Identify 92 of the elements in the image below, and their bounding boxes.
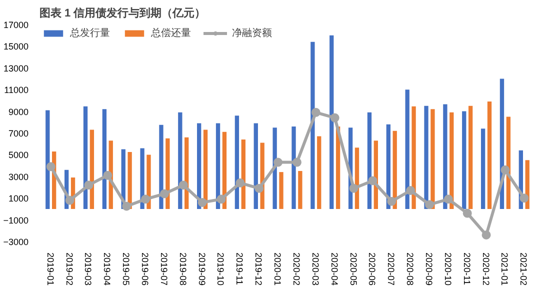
point <box>141 194 150 204</box>
point <box>236 178 245 188</box>
point <box>274 158 283 167</box>
y-tick-label: 1000 <box>8 194 29 204</box>
y-tick-label: 17000 <box>3 20 29 30</box>
point <box>387 196 396 206</box>
bar <box>46 110 50 209</box>
x-tick-label: 2020-09 <box>424 252 434 286</box>
point <box>424 200 434 210</box>
x-tick-label: 2019-10 <box>216 252 226 286</box>
point <box>330 113 340 122</box>
bar <box>140 148 144 209</box>
point <box>216 194 226 204</box>
bar <box>443 104 448 209</box>
bar <box>330 35 334 209</box>
bar <box>279 172 284 209</box>
y-tick-label: 7000 <box>8 128 29 138</box>
y-tick-label: 5000 <box>8 150 29 160</box>
bar <box>405 90 410 209</box>
x-tick-label: 2020-02 <box>291 252 302 286</box>
y-tick-label: −1000 <box>3 215 29 226</box>
y-tick-label: −3000 <box>3 237 29 247</box>
bar <box>468 106 473 209</box>
y-tick-label: 9000 <box>8 106 29 117</box>
bar <box>216 123 220 209</box>
x-tick-label: 2019-07 <box>158 252 169 286</box>
x-tick-label: 2019-01 <box>45 252 56 286</box>
x-tick-label: 2020-08 <box>405 252 416 286</box>
point <box>406 186 416 195</box>
legend-label: 总发行量 <box>70 26 110 40</box>
x-tick-label: 2020-01 <box>272 252 283 286</box>
bar <box>367 112 372 209</box>
point <box>46 162 56 172</box>
point <box>462 208 472 218</box>
x-tick-label: 2020-07 <box>386 252 396 286</box>
x-tick-label: 2020-04 <box>329 252 340 286</box>
bar <box>159 124 164 209</box>
point <box>500 165 510 174</box>
bar <box>292 126 296 209</box>
legend-label: 总偿还量 <box>151 26 191 40</box>
bar <box>298 170 302 209</box>
y-tick-label: 11000 <box>4 85 28 96</box>
x-tick-label: 2019-05 <box>121 252 132 286</box>
legend-label: 净融资额 <box>232 26 272 40</box>
bar <box>430 109 435 209</box>
point <box>122 202 132 211</box>
bar <box>412 106 416 209</box>
point <box>198 198 207 207</box>
point <box>84 180 94 190</box>
x-tick-label: 2021-02 <box>518 252 529 286</box>
x-tick-label: 2019-04 <box>102 252 112 286</box>
x-tick-label: 2019-02 <box>64 252 74 286</box>
bar <box>178 112 182 209</box>
point <box>349 184 358 193</box>
x-tick-label: 2020-10 <box>442 252 453 286</box>
x-tick-label: 2019-09 <box>196 252 207 286</box>
point <box>254 184 264 193</box>
chart-title: 图表 1 信用债发行与到期（亿元） <box>40 6 206 20</box>
bar <box>480 128 486 209</box>
bar <box>128 152 132 209</box>
y-tick-label: 15000 <box>3 42 29 52</box>
point <box>160 189 169 198</box>
x-tick-label: 2020-03 <box>310 252 320 286</box>
point <box>368 176 378 186</box>
point <box>520 194 529 203</box>
point <box>103 170 112 180</box>
x-tick-label: 2020-12 <box>480 252 491 286</box>
point <box>444 194 453 204</box>
bar <box>487 102 492 209</box>
x-tick-label: 2019-08 <box>178 252 188 286</box>
bar <box>462 111 466 209</box>
point <box>292 158 302 167</box>
x-tick-label: 2019-03 <box>83 252 94 286</box>
x-tick-label: 2019-11 <box>234 252 245 285</box>
bar <box>254 123 258 209</box>
bar <box>102 109 107 209</box>
point <box>482 230 491 240</box>
x-tick-label: 2019-12 <box>254 252 264 286</box>
x-tick-label: 2020-05 <box>348 252 358 286</box>
point <box>65 196 74 205</box>
y-tick-label: 3000 <box>8 172 29 182</box>
x-tick-label: 2020-06 <box>367 252 378 286</box>
bar <box>424 106 428 209</box>
bar <box>83 106 88 209</box>
bar <box>310 42 315 209</box>
x-tick-label: 2021-01 <box>500 252 510 286</box>
y-tick-label: 13000 <box>3 63 29 74</box>
bar <box>317 136 322 209</box>
point <box>311 108 320 117</box>
x-tick-label: 2019-06 <box>140 252 150 286</box>
x-tick-label: 2020-11 <box>462 252 472 285</box>
point <box>178 180 188 190</box>
